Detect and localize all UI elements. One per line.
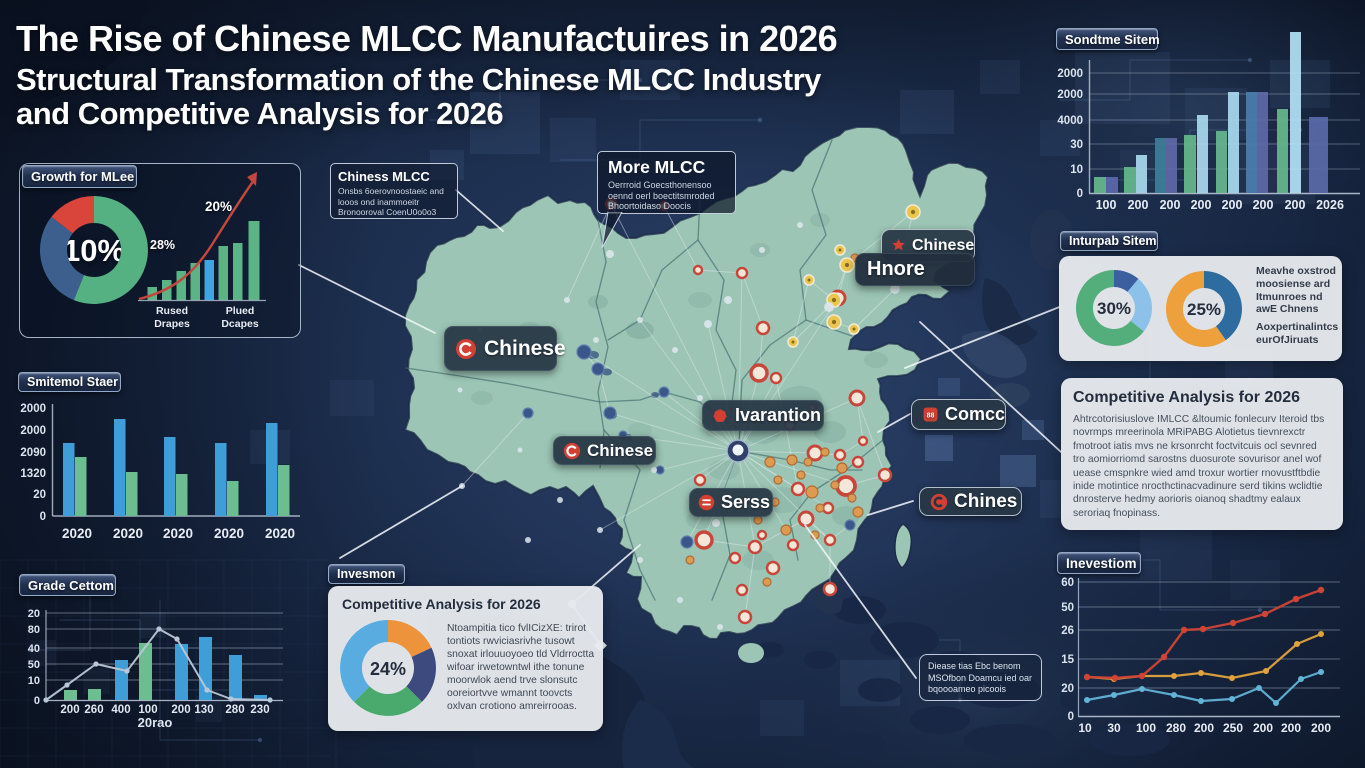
svg-text:20: 20 [28,608,40,620]
svg-text:50: 50 [1061,602,1074,614]
svg-text:40: 40 [28,643,40,655]
svg-text:0: 0 [1077,188,1083,200]
svg-text:200: 200 [1281,721,1301,735]
svg-text:30: 30 [1070,139,1083,151]
svg-text:200: 200 [1285,198,1306,212]
svg-text:30%: 30% [1097,299,1131,318]
svg-text:250: 250 [1223,721,1243,735]
svg-text:2090: 2090 [20,447,46,459]
svg-text:2000: 2000 [1057,68,1083,80]
svg-text:200: 200 [1253,198,1274,212]
svg-text:26: 26 [1061,625,1074,637]
svg-text:100: 100 [138,704,157,716]
svg-text:0: 0 [40,511,46,523]
svg-text:230: 230 [250,704,269,716]
svg-text:10: 10 [1070,164,1083,176]
svg-text:280: 280 [225,704,244,716]
svg-text:200: 200 [1253,721,1273,735]
svg-text:4000: 4000 [1057,115,1083,127]
svg-text:2020: 2020 [113,526,143,541]
svg-text:2020: 2020 [265,526,295,541]
svg-text:20: 20 [33,489,46,501]
svg-text:2000: 2000 [20,403,46,415]
svg-text:10: 10 [1078,721,1092,735]
svg-text:24%: 24% [370,659,406,679]
svg-text:30: 30 [1107,721,1121,735]
svg-text:100: 100 [1136,721,1156,735]
svg-text:2026: 2026 [1316,198,1344,212]
svg-text:25%: 25% [1187,300,1221,319]
svg-text:2020: 2020 [214,526,244,541]
svg-text:20: 20 [1061,683,1074,695]
svg-text:0: 0 [1068,711,1074,723]
svg-text:260: 260 [84,704,103,716]
svg-text:200: 200 [1160,198,1181,212]
svg-text:200: 200 [1128,198,1149,212]
svg-text:2020: 2020 [62,526,92,541]
svg-text:80: 80 [28,624,40,636]
svg-text:60: 60 [1061,577,1074,589]
svg-text:15: 15 [1061,654,1074,666]
svg-text:130: 130 [194,704,213,716]
svg-text:2000: 2000 [1057,89,1083,101]
svg-text:2000: 2000 [20,425,46,437]
svg-text:0: 0 [34,695,40,707]
svg-text:88: 88 [927,413,935,420]
svg-text:200: 200 [1222,198,1243,212]
svg-text:280: 280 [1166,721,1186,735]
svg-text:10: 10 [28,675,40,687]
svg-text:2020: 2020 [163,526,193,541]
svg-text:200: 200 [1311,721,1331,735]
svg-text:200: 200 [1191,198,1212,212]
svg-text:200: 200 [171,704,190,716]
svg-text:200: 200 [60,704,79,716]
svg-text:400: 400 [111,704,130,716]
svg-text:200: 200 [1194,721,1214,735]
svg-text:1320: 1320 [20,468,46,480]
svg-text:20rao: 20rao [138,715,173,730]
svg-text:100: 100 [1096,198,1117,212]
svg-text:50: 50 [28,659,40,671]
